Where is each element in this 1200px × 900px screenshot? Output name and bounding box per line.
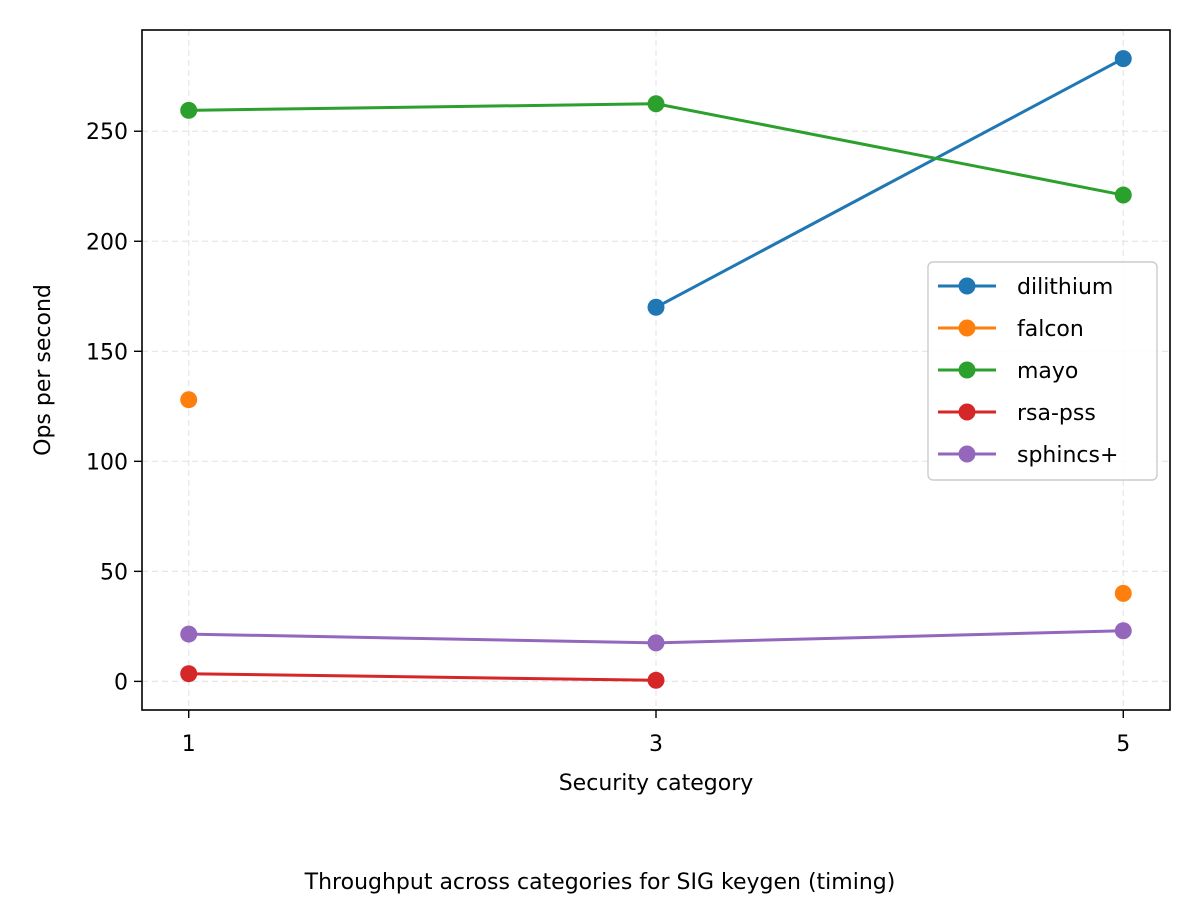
y-tick-label: 100 (86, 450, 128, 475)
legend-entry-mayo: mayo (938, 359, 1078, 384)
data-point-sphincs (647, 634, 665, 652)
data-point-mayo (1114, 186, 1132, 204)
legend-marker-sphincs (958, 445, 976, 463)
data-point-rsa-pss (180, 665, 198, 683)
data-point-dilithium (1114, 50, 1132, 68)
data-point-mayo (647, 95, 665, 113)
legend-label-sphincs: sphincs+ (1017, 443, 1118, 468)
series-dilithium (647, 50, 1132, 316)
y-tick-label: 0 (114, 670, 128, 695)
y-tick-label: 200 (86, 230, 128, 255)
series-line-dilithium (655, 57, 1124, 309)
y-tick-label: 50 (100, 560, 128, 585)
x-tick-label: 3 (649, 732, 663, 757)
y-tick-label: 250 (86, 120, 128, 145)
series-sphincs (180, 622, 1132, 652)
series-falcon (180, 391, 1132, 602)
series-line-sphincs (655, 629, 1124, 645)
legend-box (927, 261, 1158, 481)
legend-label-falcon: falcon (1017, 317, 1084, 342)
legend-label-mayo: mayo (1017, 359, 1078, 384)
series-line-mayo (655, 102, 1124, 197)
data-point-rsa-pss (647, 671, 665, 689)
data-point-mayo (180, 101, 198, 119)
figure-caption: Throughput across categories for SIG key… (304, 870, 896, 895)
data-point-falcon (180, 391, 198, 409)
legend-marker-falcon (958, 319, 976, 337)
series-rsa-pss (180, 665, 665, 689)
legend-label-dilithium: dilithium (1017, 275, 1113, 300)
legend-marker-mayo (958, 361, 976, 379)
y-axis-label: Ops per second (31, 284, 56, 456)
x-tick-label: 5 (1116, 732, 1130, 757)
data-point-sphincs (1114, 622, 1132, 640)
series-line-sphincs (188, 632, 657, 645)
x-tick-label: 1 (182, 732, 196, 757)
legend-entry-rsa-pss: rsa-pss (938, 401, 1096, 426)
legend-entry-sphincs: sphincs+ (938, 443, 1118, 468)
legend-label-rsa-pss: rsa-pss (1017, 401, 1096, 426)
data-point-falcon (1114, 584, 1132, 602)
data-point-dilithium (647, 298, 665, 316)
series-mayo (180, 95, 1132, 204)
x-axis-label: Security category (559, 771, 754, 796)
series-line-rsa-pss (188, 672, 657, 682)
series-line-mayo (188, 102, 657, 112)
legend-entry-falcon: falcon (938, 317, 1084, 342)
data-point-sphincs (180, 625, 198, 643)
legend-marker-dilithium (958, 277, 976, 295)
legend: dilithium falcon mayo rsa-pss sphincs+ (927, 261, 1158, 481)
legend-entry-dilithium: dilithium (938, 275, 1113, 300)
y-tick-label: 150 (86, 340, 128, 365)
series-layer (180, 50, 1132, 689)
legend-marker-rsa-pss (958, 403, 976, 421)
